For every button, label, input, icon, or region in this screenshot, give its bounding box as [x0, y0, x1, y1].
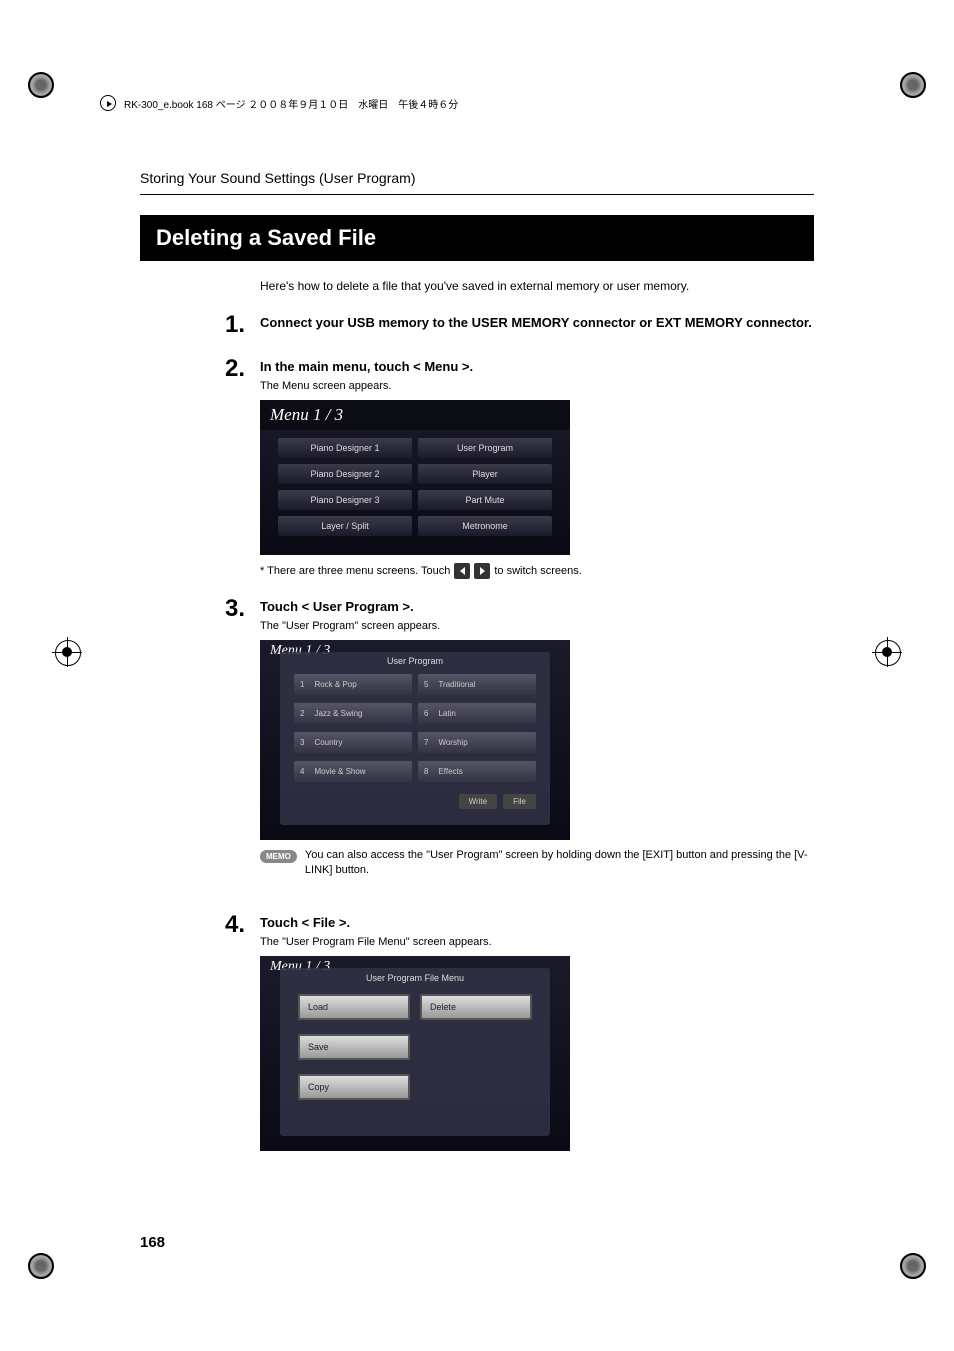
step-4-desc: The "User Program File Menu" screen appe… — [260, 936, 814, 948]
menu-item-metronome: Metronome — [418, 516, 552, 536]
memo-badge: MEMO — [260, 850, 297, 863]
registration-mark-left — [55, 640, 79, 664]
crop-mark-tr — [900, 72, 926, 98]
divider — [140, 194, 814, 195]
page-number: 168 — [140, 1234, 165, 1251]
menu-item-user-program: User Program — [418, 438, 552, 458]
step-4-title: Touch < File >. — [260, 915, 814, 930]
step-2-footnote: * There are three menu screens. Touch to… — [260, 563, 814, 579]
step-2: 2. In the main menu, touch < Menu >. The… — [225, 355, 814, 579]
crop-mark-tl — [28, 72, 54, 98]
step-3: 3. Touch < User Program >. The "User Pro… — [225, 595, 814, 895]
up-item-7: 7Worship — [418, 732, 536, 753]
step-4-num: 4. — [225, 911, 260, 1159]
fm-load-button: Load — [298, 994, 410, 1020]
menu-item-player: Player — [418, 464, 552, 484]
step-2-num: 2. — [225, 355, 260, 579]
up-item-1: 1Rock & Pop — [294, 674, 412, 695]
user-program-screenshot: Menu 1 / 3 User Program 1Rock & Pop 5Tra… — [260, 640, 570, 840]
up-item-2: 2Jazz & Swing — [294, 703, 412, 724]
step-1: 1. Connect your USB memory to the USER M… — [225, 311, 814, 339]
menu-screenshot: Menu 1 / 3 Piano Designer 1 User Program… — [260, 400, 570, 555]
up-item-6: 6Latin — [418, 703, 536, 724]
crop-mark-br — [900, 1253, 926, 1279]
memo-text: You can also access the "User Program" s… — [305, 848, 814, 879]
file-menu-screenshot: Menu 1 / 3 User Program File Menu Load D… — [260, 956, 570, 1151]
step-1-title: Connect your USB memory to the USER MEMO… — [260, 315, 814, 330]
fm-save-button: Save — [298, 1034, 410, 1060]
menu-item-piano-designer-3: Piano Designer 3 — [278, 490, 412, 510]
header-bar: RK-300_e.book 168 ページ ２００８年９月１０日 水曜日 午後４… — [100, 95, 854, 111]
memo-row: MEMO You can also access the "User Progr… — [260, 848, 814, 879]
up-item-5: 5Traditional — [418, 674, 536, 695]
write-button: Write — [459, 794, 498, 809]
step-1-num: 1. — [225, 311, 260, 339]
up-item-8: 8Effects — [418, 761, 536, 782]
footnote-post: to switch screens. — [494, 565, 581, 577]
menu-item-layer-split: Layer / Split — [278, 516, 412, 536]
menu-item-piano-designer-2: Piano Designer 2 — [278, 464, 412, 484]
menu-screen-title: Menu 1 / 3 — [260, 400, 570, 430]
file-button: File — [503, 794, 536, 809]
step-3-desc: The "User Program" screen appears. — [260, 620, 814, 632]
step-3-title: Touch < User Program >. — [260, 599, 814, 614]
footnote-pre: * There are three menu screens. Touch — [260, 565, 450, 577]
book-info-text: RK-300_e.book 168 ページ ２００８年９月１０日 水曜日 午後４… — [124, 96, 458, 111]
nav-left-icon — [454, 563, 470, 579]
menu-item-part-mute: Part Mute — [418, 490, 552, 510]
fm-copy-button: Copy — [298, 1074, 410, 1100]
fm-delete-button: Delete — [420, 994, 532, 1020]
fm-screen-title: User Program File Menu — [280, 968, 550, 988]
up-item-4: 4Movie & Show — [294, 761, 412, 782]
page-title: Deleting a Saved File — [140, 215, 814, 261]
step-2-title: In the main menu, touch < Menu >. — [260, 359, 814, 374]
step-3-num: 3. — [225, 595, 260, 895]
menu-item-piano-designer-1: Piano Designer 1 — [278, 438, 412, 458]
page-content: Storing Your Sound Settings (User Progra… — [140, 170, 814, 1175]
section-header: Storing Your Sound Settings (User Progra… — [140, 170, 814, 186]
crop-mark-bl — [28, 1253, 54, 1279]
registration-mark-right — [875, 640, 899, 664]
up-item-3: 3Country — [294, 732, 412, 753]
up-screen-title: User Program — [280, 652, 550, 670]
intro-text: Here's how to delete a file that you've … — [260, 279, 814, 293]
step-2-desc: The Menu screen appears. — [260, 380, 814, 392]
nav-right-icon — [474, 563, 490, 579]
step-4: 4. Touch < File >. The "User Program Fil… — [225, 911, 814, 1159]
header-arrow-icon — [100, 95, 116, 111]
